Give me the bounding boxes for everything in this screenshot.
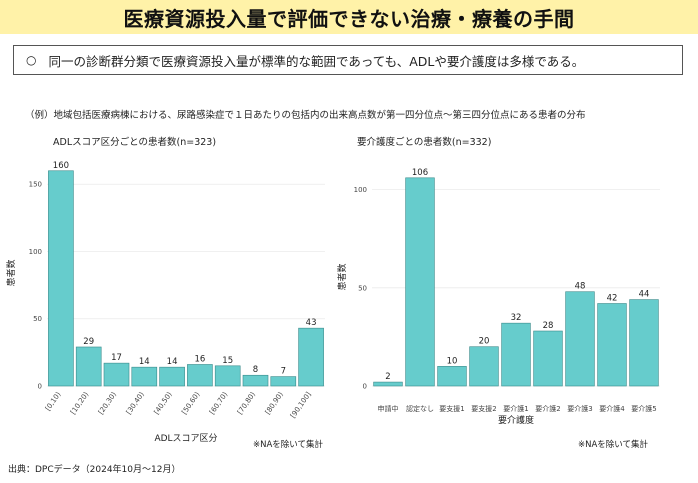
adl-x-tick-label: [50,60) bbox=[180, 390, 201, 416]
adl-bar bbox=[103, 362, 130, 387]
adl-note: ※NAを除いて集計 bbox=[253, 439, 324, 450]
page-title: 医療資源投入量で評価できない治療・療養の手間 bbox=[123, 6, 575, 31]
care-y-tick-label: 0 bbox=[363, 383, 367, 391]
adl-data-label: 8 bbox=[253, 365, 258, 375]
care-x-axis-label: 要介護度 bbox=[498, 414, 534, 426]
care-y-axis-label: 患者数 bbox=[336, 263, 348, 290]
summary-text: 同一の診断群分類で医療資源投入量が標準的な範囲であっても、ADLや要介護度は多様… bbox=[48, 53, 585, 69]
care-data-label: 106 bbox=[412, 168, 428, 178]
care-x-tick-label: 申請中 bbox=[378, 404, 399, 413]
care-data-label: 2 bbox=[385, 372, 390, 382]
adl-x-tick-label: [70,80) bbox=[236, 390, 257, 416]
adl-y-tick-label: 100 bbox=[29, 248, 42, 256]
example-caption: （例）地域包括医療病棟における、尿路感染症で１日あたりの包括内の出来高点数が第一… bbox=[25, 110, 586, 121]
adl-bar bbox=[75, 346, 102, 387]
care-bar bbox=[565, 291, 595, 387]
care-bar bbox=[533, 330, 563, 387]
adl-y-axis-label: 患者数 bbox=[5, 259, 17, 286]
adl-x-tick-label: [80,90) bbox=[264, 390, 285, 416]
adl-x-tick-label: [30,40) bbox=[125, 390, 146, 416]
adl-y-tick-label: 50 bbox=[33, 315, 42, 323]
adl-bar bbox=[298, 327, 324, 387]
care-note: ※NAを除いて集計 bbox=[578, 439, 649, 450]
care-chart-title: 要介護度ごとの患者数(n=332) bbox=[357, 137, 492, 148]
care-x-tick-label: 要介護5 bbox=[631, 404, 656, 413]
bullet-icon: ○ bbox=[26, 53, 37, 67]
care-data-label: 28 bbox=[543, 321, 554, 331]
title-bar: 医療資源投入量で評価できない治療・療養の手間 bbox=[0, 0, 698, 34]
adl-x-tick-label: [40,50) bbox=[153, 390, 174, 416]
adl-data-label: 15 bbox=[222, 356, 233, 366]
adl-y-tick-label: 150 bbox=[29, 181, 42, 189]
adl-x-tick-label: [60,70) bbox=[208, 390, 229, 416]
adl-x-tick-label: [20,30) bbox=[97, 390, 118, 416]
adl-bar bbox=[48, 170, 74, 387]
care-bar bbox=[469, 346, 499, 387]
care-x-tick-label: 認定なし bbox=[406, 404, 434, 413]
care-data-label: 42 bbox=[607, 294, 618, 304]
adl-data-label: 29 bbox=[83, 337, 94, 347]
care-x-tick-label: 要支援2 bbox=[471, 404, 496, 413]
adl-x-tick-label: [10,20) bbox=[69, 390, 90, 416]
care-bar bbox=[501, 322, 531, 387]
care-bar bbox=[597, 303, 627, 387]
adl-bar bbox=[270, 376, 297, 387]
care-y-tick-label: 50 bbox=[358, 284, 367, 292]
care-data-label: 44 bbox=[639, 290, 650, 300]
summary-box: ○ 同一の診断群分類で医療資源投入量が標準的な範囲であっても、ADLや要介護度は… bbox=[13, 45, 683, 75]
adl-bar bbox=[242, 374, 269, 387]
care-x-tick-label: 要介護4 bbox=[599, 404, 625, 413]
adl-bar bbox=[131, 366, 158, 387]
source-note: 出典：DPCデータ（2024年10月～12月） bbox=[8, 465, 181, 475]
care-bar bbox=[437, 366, 467, 387]
care-x-tick-label: 要介護1 bbox=[503, 404, 528, 413]
care-x-tick-label: 要支援1 bbox=[439, 404, 464, 413]
adl-data-label: 14 bbox=[139, 357, 150, 367]
adl-data-label: 14 bbox=[167, 357, 178, 367]
care-x-tick-label: 要介護2 bbox=[535, 404, 560, 413]
care-data-label: 32 bbox=[511, 313, 522, 323]
care-data-label: 10 bbox=[447, 356, 458, 366]
adl-bar bbox=[159, 366, 185, 387]
care-x-tick-label: 要介護3 bbox=[567, 404, 592, 413]
care-bar bbox=[405, 177, 435, 387]
adl-data-label: 43 bbox=[306, 318, 317, 328]
adl-bar bbox=[214, 365, 241, 387]
adl-chart-title: ADLスコア区分ごとの患者数(n=323) bbox=[53, 137, 217, 148]
adl-data-label: 7 bbox=[281, 367, 286, 377]
adl-data-label: 160 bbox=[53, 161, 69, 171]
care-data-label: 20 bbox=[479, 337, 490, 347]
adl-bar bbox=[187, 364, 213, 387]
care-bar bbox=[629, 299, 659, 387]
adl-x-axis-label: ADLスコア区分 bbox=[154, 433, 217, 444]
adl-y-tick-label: 0 bbox=[38, 383, 42, 391]
adl-data-label: 17 bbox=[111, 353, 122, 363]
adl-data-label: 16 bbox=[194, 354, 205, 364]
care-y-tick-label: 100 bbox=[354, 186, 367, 194]
care-bar bbox=[373, 381, 403, 387]
adl-x-tick-label: [90,100] bbox=[289, 390, 313, 419]
care-data-label: 48 bbox=[575, 282, 586, 292]
adl-x-tick-label: [0,10) bbox=[44, 390, 63, 412]
